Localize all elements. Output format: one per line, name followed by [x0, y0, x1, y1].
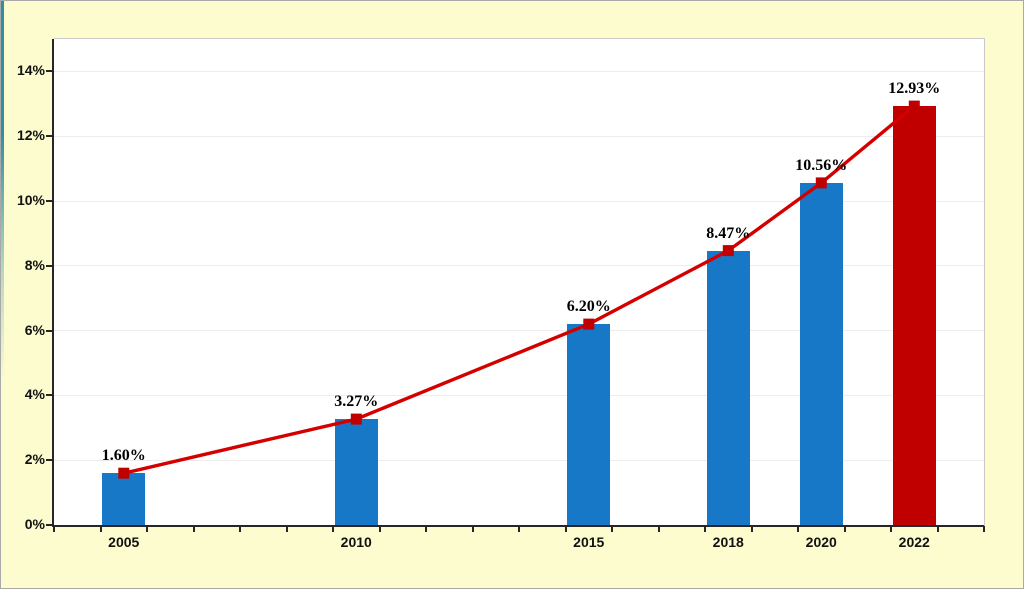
data-label-2018: 8.47%: [706, 224, 751, 242]
y-axis-label: 2%: [24, 451, 45, 468]
x-axis-tick: [657, 527, 660, 532]
x-axis-tick: [378, 527, 381, 532]
left-accent-strip: [1, 1, 4, 381]
data-label-2005: 1.60%: [101, 447, 146, 465]
y-axis-tick: [46, 329, 52, 332]
y-axis-label: 0%: [24, 516, 45, 532]
y-axis-label: 10%: [16, 192, 45, 208]
line-marker-2015: [583, 318, 595, 330]
x-axis-tick: [53, 527, 55, 532]
trend-line: [123, 104, 916, 475]
line-marker-2020: [815, 177, 827, 189]
plot-border-right: [984, 38, 985, 526]
y-axis-tick: [46, 200, 52, 202]
x-axis-tick: [890, 527, 892, 532]
line-marker-2022: [908, 100, 920, 112]
line-marker-2010: [350, 413, 362, 425]
bar-2005: [102, 473, 146, 525]
bar-2010: [334, 419, 378, 525]
data-label-2022: 12.93%: [888, 80, 941, 98]
gridline-2pct: [54, 459, 984, 461]
x-axis-label-2005: 2005: [108, 534, 140, 550]
gridline-4pct: [54, 394, 984, 396]
gridline-14pct: [54, 70, 984, 72]
line-marker-2005: [118, 467, 130, 479]
y-axis-tick: [46, 459, 52, 462]
x-axis-label-2010: 2010: [340, 534, 372, 550]
y-axis-label: 4%: [24, 386, 45, 403]
gridline-12pct: [54, 135, 984, 137]
x-axis-label-2020: 2020: [805, 534, 837, 550]
x-axis-label-2022: 2022: [898, 534, 930, 550]
plot-area: 1.60% 3.27% 6.20% 8.47% 10.56% 12.93%: [54, 39, 984, 525]
gridline-10pct: [54, 200, 984, 202]
bar-2018: [706, 250, 750, 525]
y-axis-label: 12%: [16, 127, 45, 144]
trend-line-layer: [118, 100, 920, 479]
y-axis-label: 8%: [24, 256, 45, 273]
y-axis-tick: [46, 394, 52, 397]
x-axis-tick: [704, 527, 706, 532]
x-axis-tick: [332, 527, 334, 532]
x-axis-label-2015: 2015: [573, 534, 605, 550]
x-axis-tick: [192, 527, 195, 532]
data-label-2020: 10.56%: [795, 156, 848, 174]
x-axis-tick: [99, 527, 102, 532]
x-axis-tick: [285, 527, 288, 532]
x-axis-tick: [564, 527, 567, 532]
data-label-2010: 3.27%: [334, 393, 379, 411]
y-axis-tick: [46, 70, 52, 73]
bar-2015: [567, 324, 611, 525]
x-axis-tick: [471, 527, 474, 532]
x-axis-tick: [983, 527, 985, 532]
line-marker-2018: [722, 245, 734, 257]
gridline-8pct: [54, 265, 984, 267]
y-axis-tick: [46, 264, 52, 267]
x-axis-tick: [425, 527, 427, 532]
x-axis-tick: [611, 527, 613, 532]
data-label-2015: 6.20%: [566, 298, 611, 316]
x-axis-tick: [146, 527, 148, 532]
bar-2022: [892, 106, 936, 525]
y-axis-line: [52, 39, 54, 527]
x-axis-label-2018: 2018: [712, 534, 744, 550]
y-axis-label: 14%: [16, 62, 45, 79]
x-axis-tick: [843, 527, 846, 532]
x-axis-tick: [797, 527, 799, 532]
bar-2020: [799, 182, 843, 525]
y-axis-label: 6%: [24, 321, 45, 338]
x-axis-tick: [936, 527, 939, 532]
x-axis-tick: [518, 527, 520, 532]
x-axis-tick: [750, 527, 753, 532]
plot-border-top: [54, 38, 985, 39]
y-axis-tick: [46, 524, 52, 526]
y-axis-tick: [46, 135, 52, 138]
x-axis-tick: [239, 527, 241, 532]
gridline-6pct: [54, 330, 984, 332]
x-axis-line: [52, 525, 985, 527]
